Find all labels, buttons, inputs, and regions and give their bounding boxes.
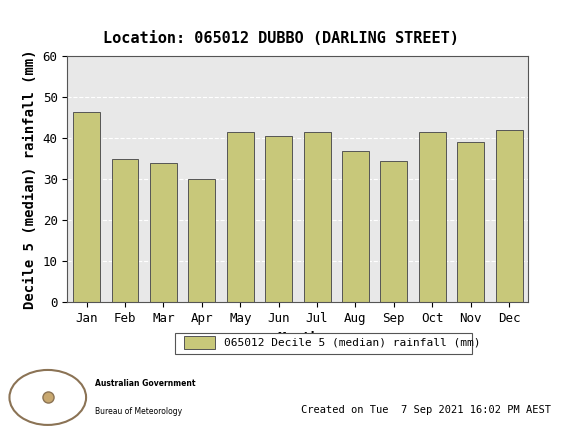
Bar: [303, 132, 330, 302]
Bar: [73, 111, 100, 302]
Bar: [342, 151, 369, 302]
Text: Location: 065012 DUBBO (DARLING STREET): Location: 065012 DUBBO (DARLING STREET): [103, 32, 459, 46]
Bar: [112, 159, 138, 302]
Text: 065012 Decile 5 (median) rainfall (mm): 065012 Decile 5 (median) rainfall (mm): [224, 338, 481, 348]
Bar: [380, 161, 407, 302]
Bar: [150, 163, 177, 302]
Y-axis label: Decile 5 (median) rainfall (mm): Decile 5 (median) rainfall (mm): [23, 50, 37, 309]
Text: Bureau of Meteorology: Bureau of Meteorology: [95, 407, 182, 416]
Bar: [496, 130, 523, 302]
Bar: [227, 132, 253, 302]
Text: Australian Government: Australian Government: [95, 379, 196, 388]
Bar: [419, 132, 446, 302]
X-axis label: Month: Month: [277, 330, 319, 345]
Bar: [265, 136, 292, 302]
Text: Created on Tue  7 Sep 2021 16:02 PM AEST: Created on Tue 7 Sep 2021 16:02 PM AEST: [301, 405, 551, 415]
FancyBboxPatch shape: [184, 336, 215, 349]
Bar: [457, 143, 484, 302]
Bar: [188, 179, 215, 302]
FancyBboxPatch shape: [175, 333, 472, 354]
